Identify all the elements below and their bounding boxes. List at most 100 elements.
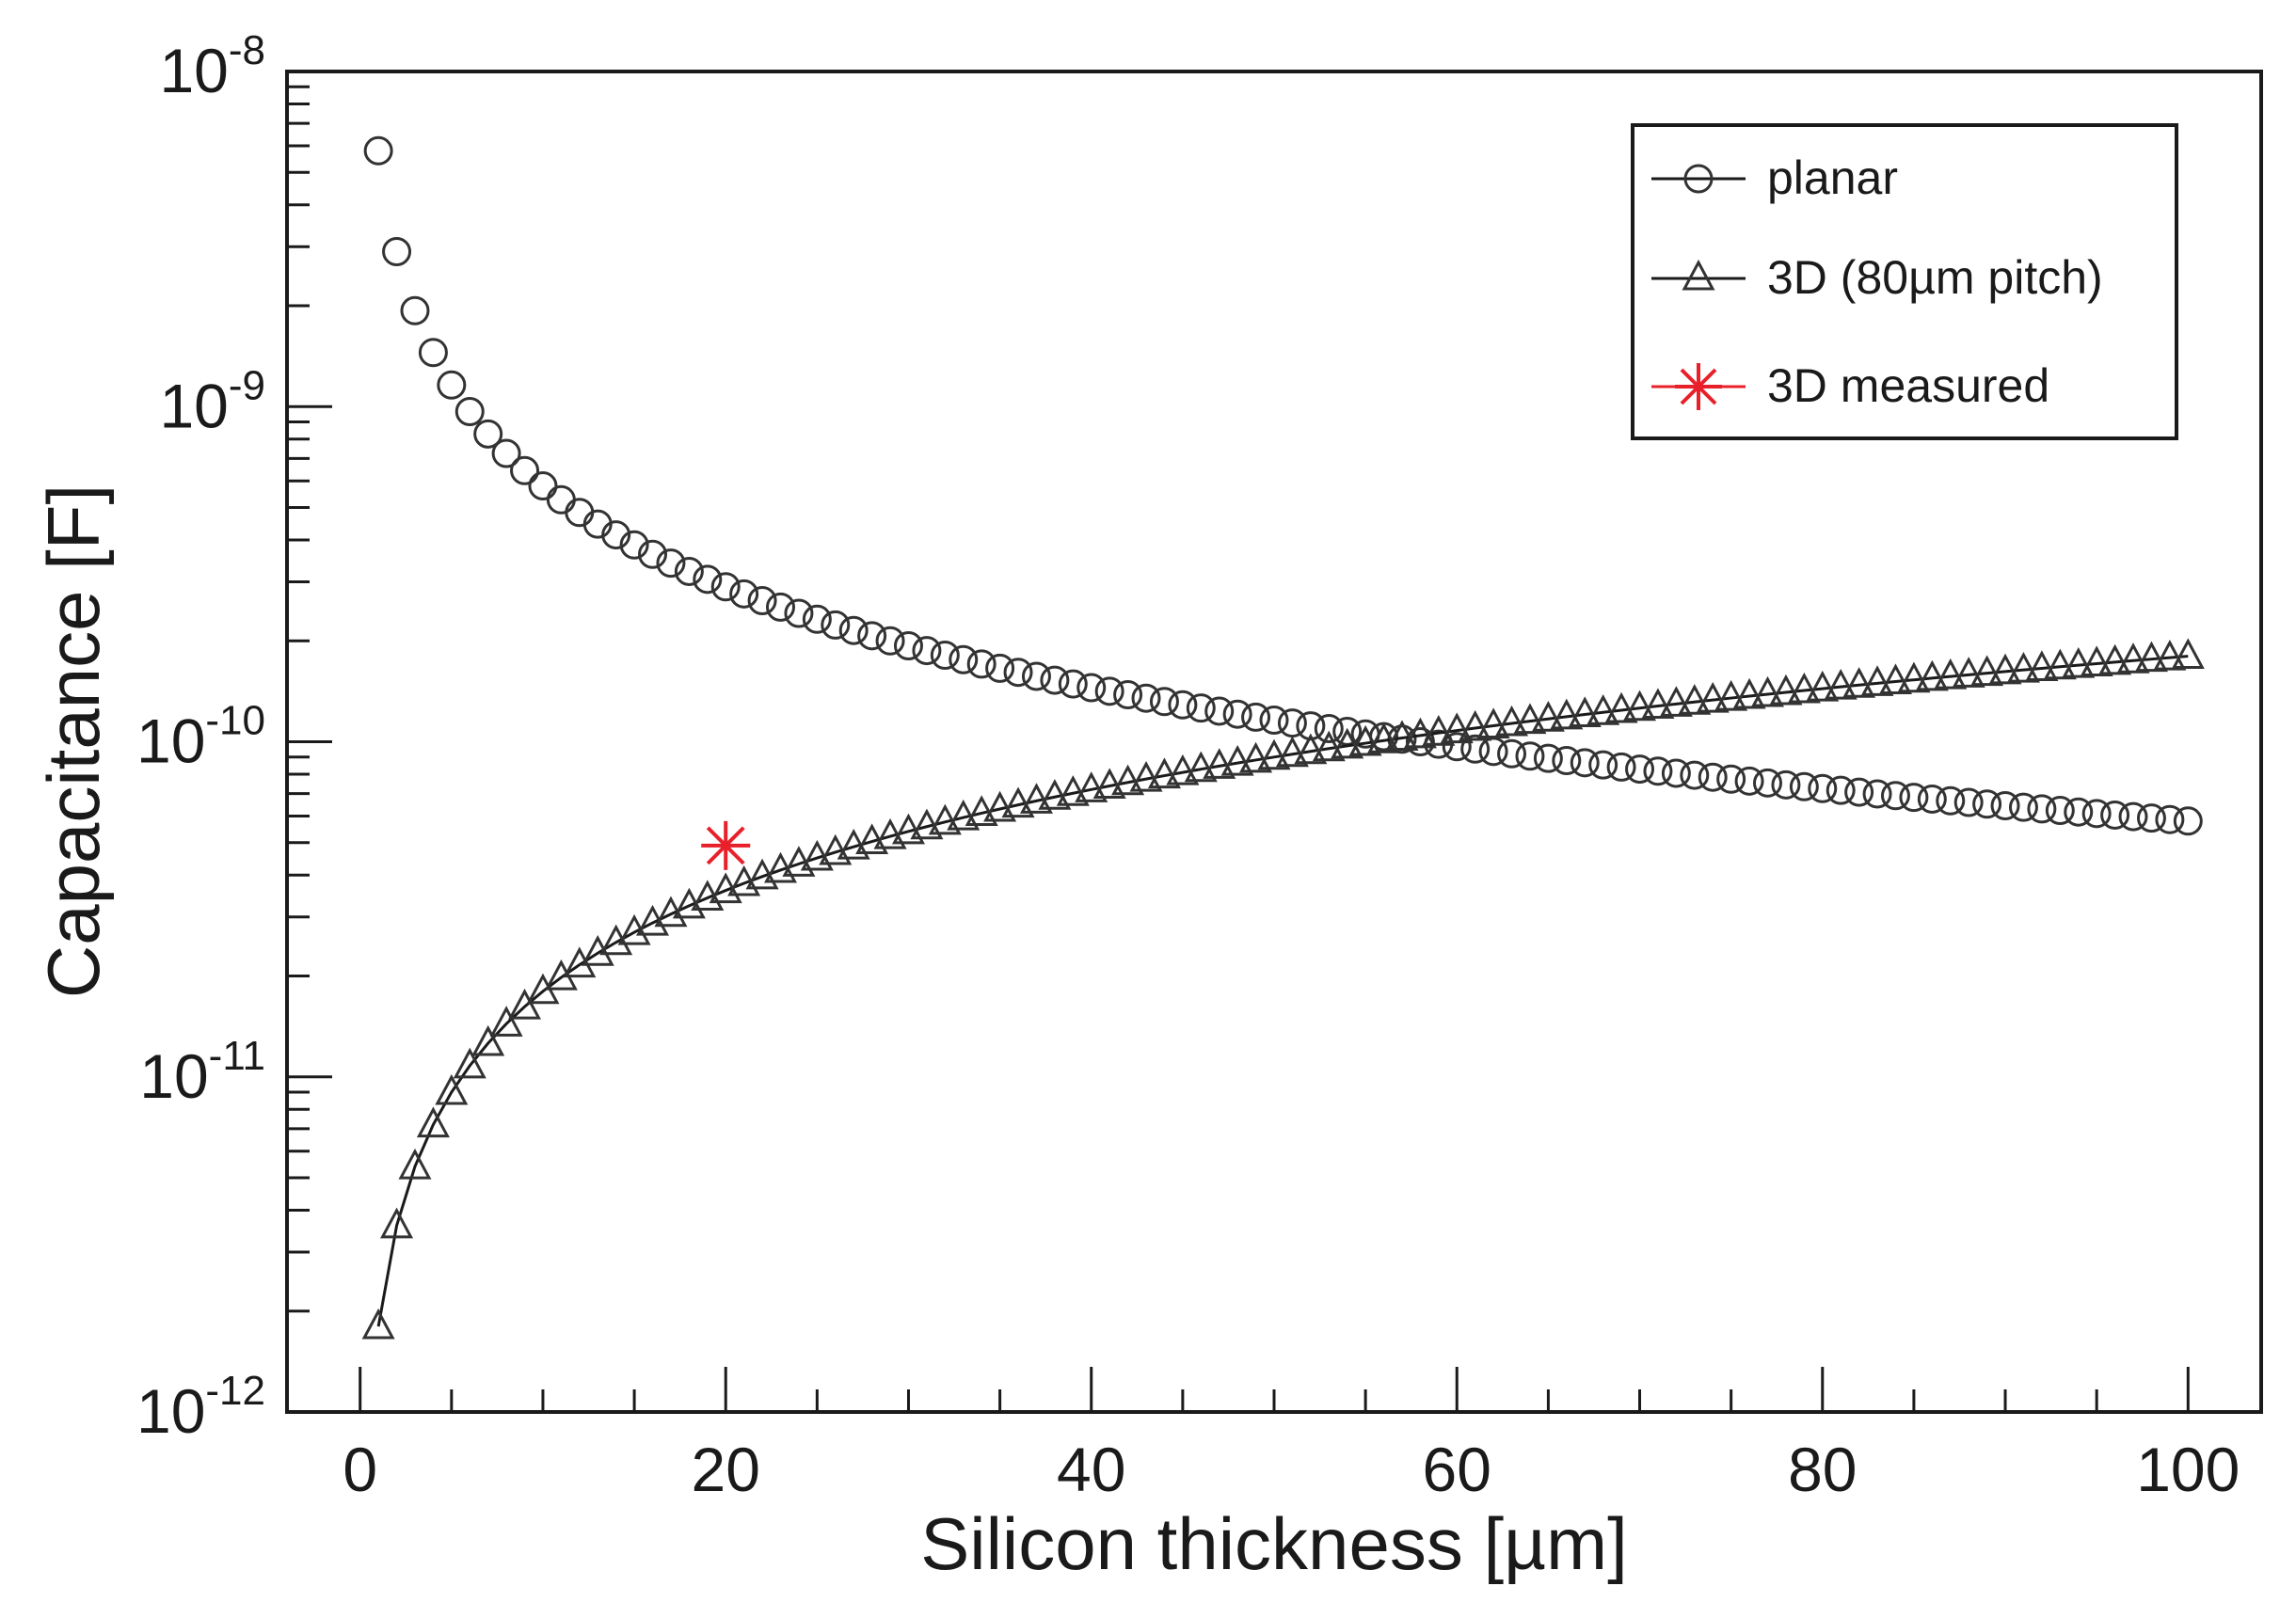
series-circle (363, 135, 2203, 836)
legend-label-3d: 3D (80µm pitch) (1767, 251, 2103, 304)
data-point-3d (1696, 681, 1730, 713)
data-point-planar (857, 621, 887, 651)
data-point-3d (1513, 703, 1547, 735)
data-point-planar (766, 592, 795, 622)
data-point-planar (1515, 741, 1545, 771)
data-point-3d (1604, 691, 1638, 723)
data-point-planar (2173, 806, 2203, 836)
data-point-planar (1076, 673, 1107, 703)
data-point-3d (1952, 657, 1985, 688)
legend-entry-planar: planar (1651, 151, 1898, 204)
data-point-planar (912, 636, 942, 666)
data-point-planar (1716, 764, 1746, 794)
data-point-planar (1680, 760, 1710, 790)
data-point-3d (1732, 677, 1766, 709)
data-point-3d (1787, 672, 1821, 704)
data-point-planar (949, 644, 979, 674)
data-point-planar (1168, 690, 1198, 720)
data-point-planar (1990, 790, 2020, 820)
legend-entry-3d: 3D (80µm pitch) (1651, 251, 2103, 304)
data-point-planar (510, 455, 540, 485)
x-tick-label: 80 (1788, 1435, 1857, 1504)
data-point-planar (1734, 766, 1764, 796)
data-point-planar (1552, 745, 1582, 775)
data-point-3d (1038, 779, 1072, 810)
data-point-planar (1241, 702, 1271, 732)
data-point-3d (2080, 645, 2113, 676)
data-point-3d (1184, 751, 1218, 783)
data-point-planar (1625, 754, 1655, 785)
data-point-3d (1970, 655, 2004, 687)
data-point-3d (1111, 764, 1145, 796)
data-point-planar (1131, 683, 1161, 713)
data-point-planar (382, 237, 412, 267)
data-point-3d (453, 1047, 486, 1079)
data-point-3d (581, 935, 614, 966)
data-point-3d (1440, 712, 1474, 744)
data-point-3d (947, 799, 981, 831)
data-point-3d (1915, 659, 1949, 691)
data-point-3d (1092, 768, 1126, 800)
data-point-planar (930, 640, 960, 670)
data-point-planar (1953, 787, 1984, 817)
data-point-planar (1880, 781, 1910, 811)
data-point-3d (2171, 638, 2205, 670)
data-point-3d (891, 813, 925, 845)
data-point-planar (1826, 775, 1856, 805)
data-point-planar (838, 615, 869, 645)
data-point-planar (729, 579, 759, 609)
data-point-3d (1459, 709, 1492, 741)
x-tick-label: 40 (1057, 1435, 1125, 1504)
data-point-planar (491, 438, 521, 468)
x-tick-labels: 0 20 40 60 80 100 (343, 1435, 2240, 1504)
data-point-planar (893, 631, 923, 661)
data-point-planar (710, 572, 741, 602)
data-point-planar (2136, 803, 2166, 833)
data-point-3d (1568, 696, 1602, 728)
data-point-3d (1842, 667, 1876, 698)
y-tick-label: 10-10 (136, 698, 265, 776)
data-point-planar (821, 610, 851, 640)
data-point-planar (363, 135, 393, 166)
data-point-3d (1257, 738, 1291, 770)
data-point-3d (1586, 694, 1620, 725)
legend-star-marker (1675, 363, 1722, 410)
legend-entry-3d-measured: 3D measured (1651, 359, 2049, 412)
y-tick-label: 10-9 (159, 362, 265, 440)
data-point-3d (1934, 658, 1968, 690)
legend-circle-marker (1683, 164, 1714, 194)
data-point-3d (361, 1308, 395, 1340)
data-point-planar (784, 598, 814, 628)
x-axis-label: Silicon thickness [µm] (920, 1502, 1628, 1585)
data-point-3d (1750, 675, 1785, 707)
data-point-planar (1094, 676, 1124, 706)
data-point-3d (1312, 730, 1346, 762)
data-point-planar (1972, 789, 2002, 819)
data-point-3d (1203, 748, 1236, 779)
data-point-planar (1222, 699, 1252, 729)
data-point-3d (1623, 690, 1657, 722)
data-point-3d (2043, 648, 2077, 680)
y-tick-label: 10-12 (136, 1368, 265, 1446)
data-point-planar (1460, 734, 1491, 764)
data-point-3d (1385, 720, 1419, 752)
y-tick-label: 10-11 (139, 1033, 265, 1111)
data-point-3d (563, 946, 597, 978)
data-point-planar (473, 419, 503, 449)
data-point-3d (508, 988, 542, 1020)
data-point-3d (928, 803, 962, 835)
data-point-3d (1531, 701, 1565, 732)
data-point-3d (1294, 733, 1328, 765)
data-point-planar (1936, 785, 1966, 816)
data-point-3d (1129, 760, 1163, 792)
data-point-3d (1476, 707, 1510, 739)
data-point-planar (1771, 769, 1801, 800)
data-point-3d (910, 808, 944, 840)
data-point-planar (1259, 706, 1289, 736)
data-point-3d (2153, 639, 2187, 671)
data-point-planar (1058, 669, 1088, 699)
data-point-planar (1533, 743, 1563, 773)
data-point-planar (454, 396, 485, 426)
data-point-planar (1753, 768, 1782, 798)
data-point-3d (1001, 786, 1035, 818)
